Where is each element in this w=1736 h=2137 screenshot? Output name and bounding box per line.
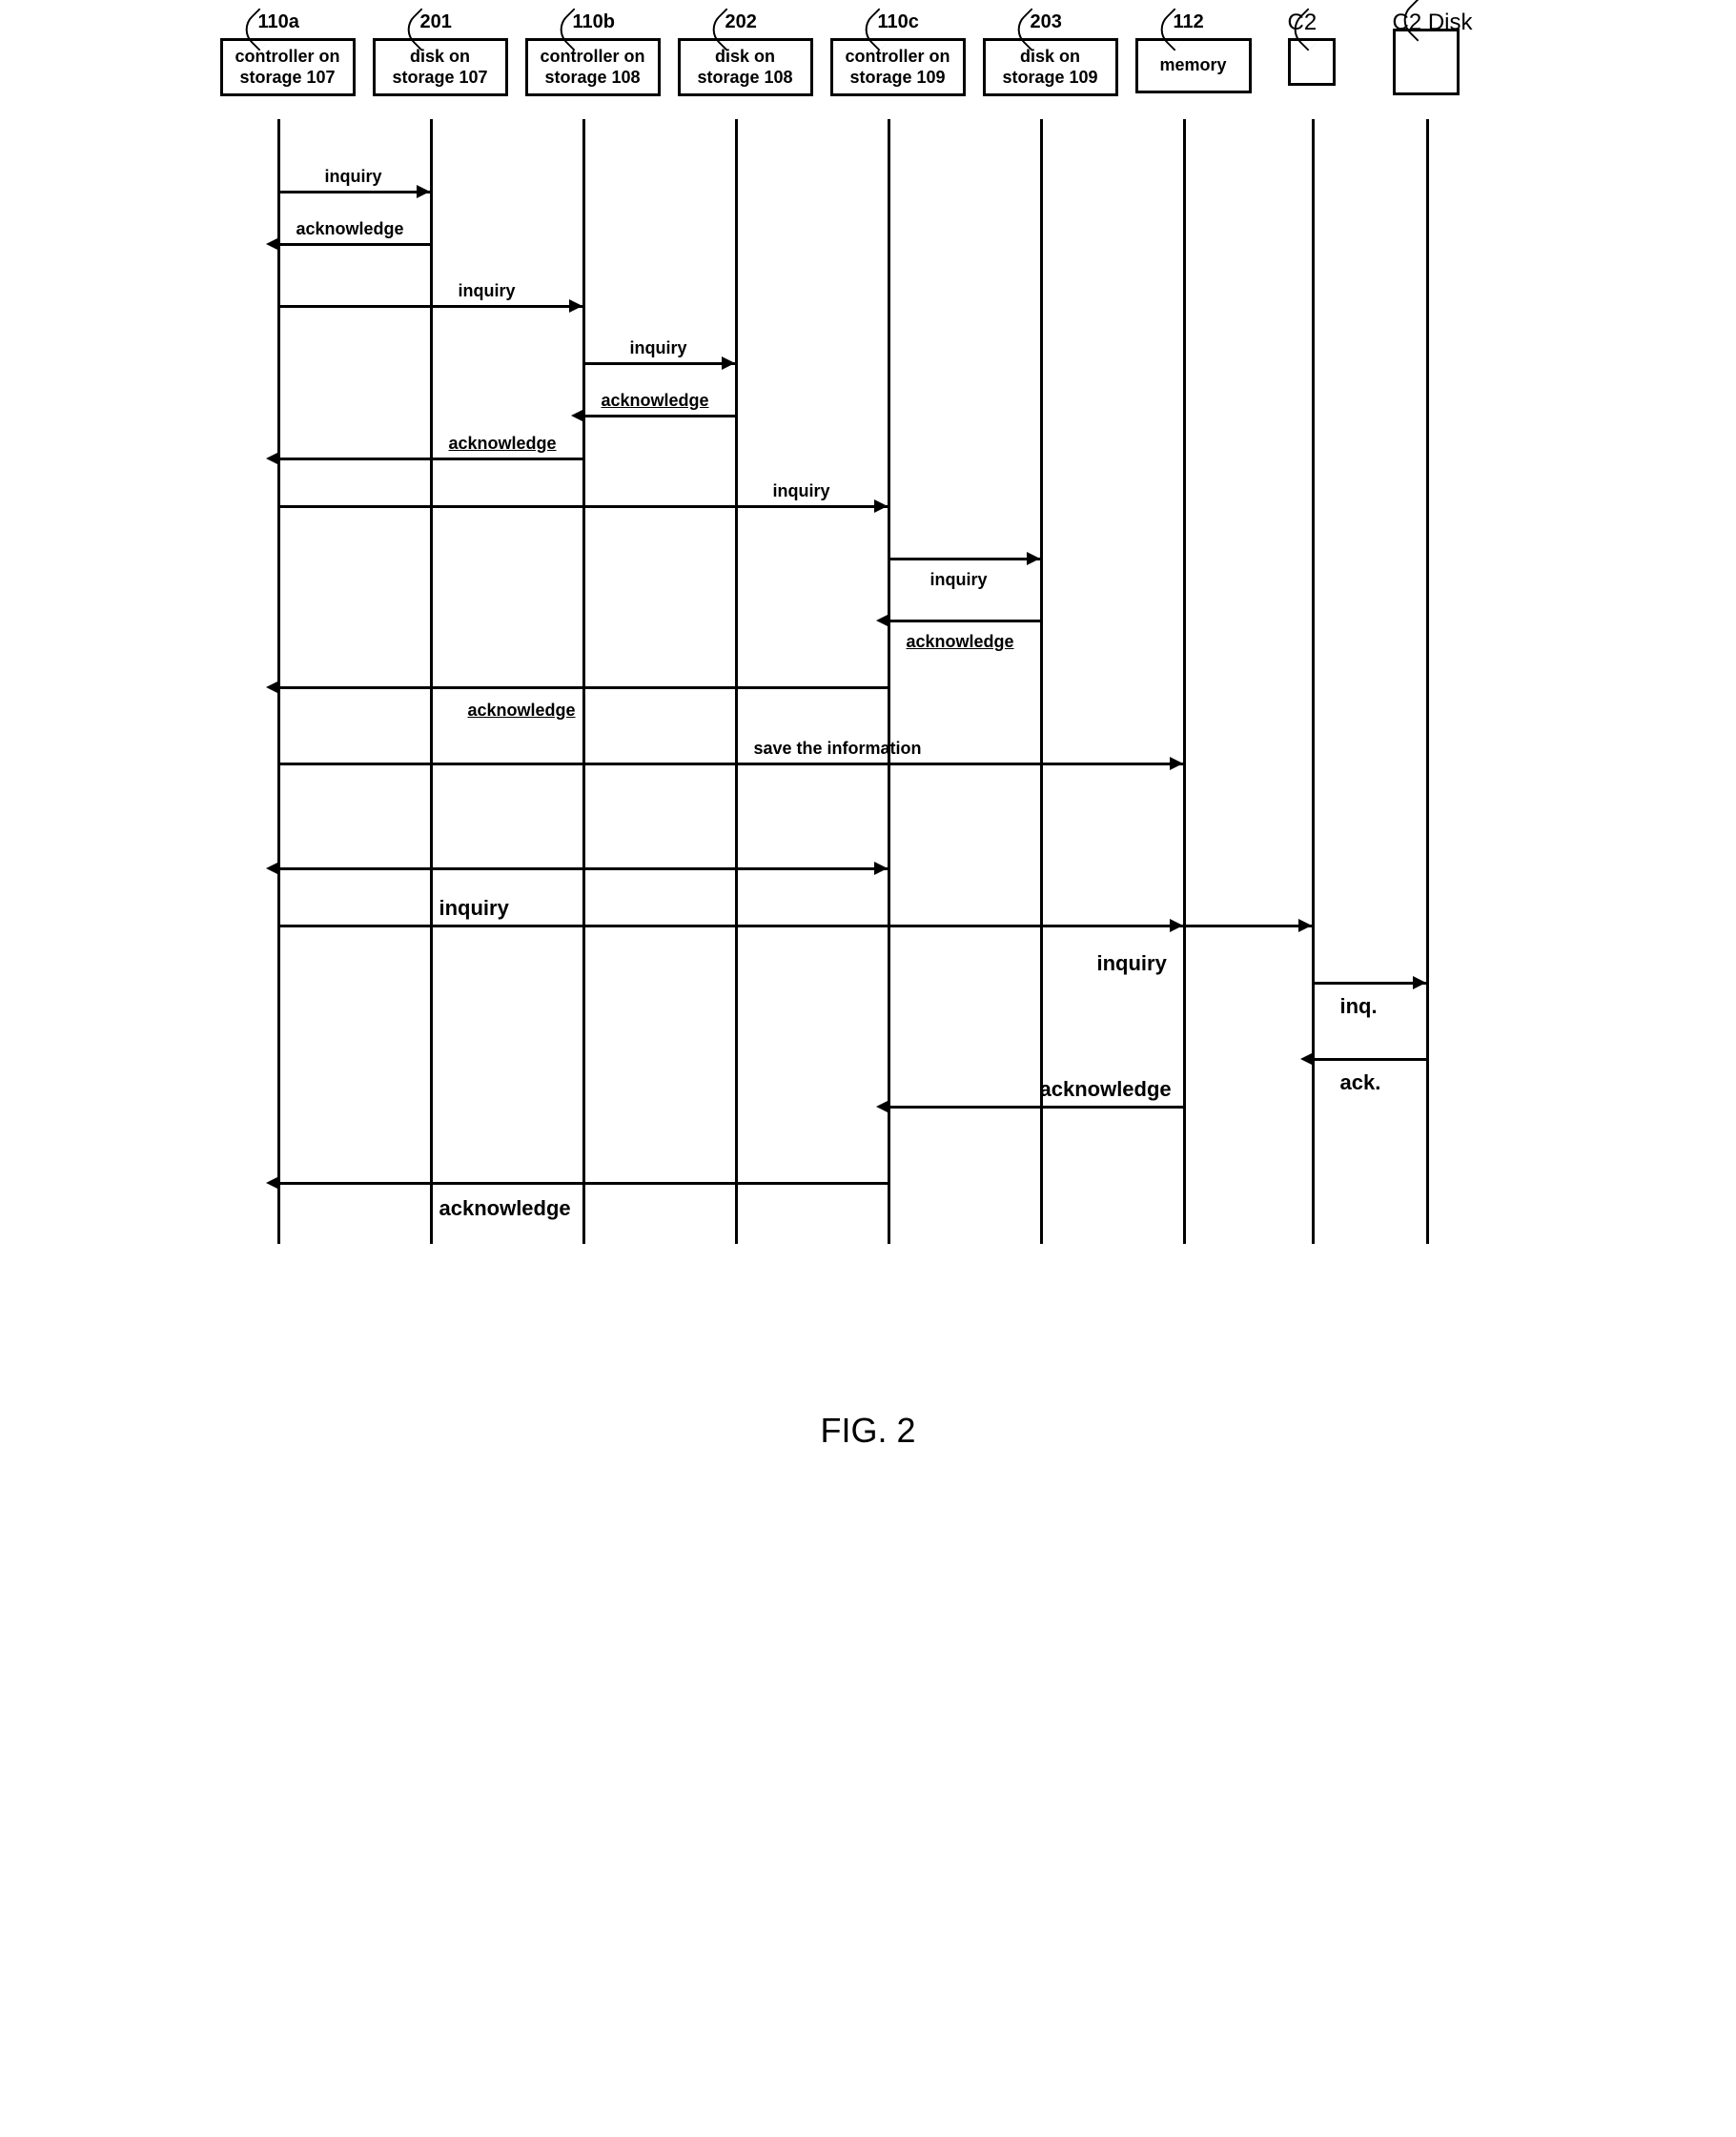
- arrow: [279, 763, 1183, 765]
- arrow-head-icon: [876, 1100, 889, 1113]
- msg-ack: ack.: [1340, 1070, 1381, 1095]
- participant-controller-109: controller on storage 109: [830, 38, 966, 96]
- msg-acknowledge: acknowledge: [907, 632, 1014, 652]
- arrow: [279, 458, 582, 460]
- arrow: [279, 867, 888, 870]
- arrow-head-icon: [1027, 552, 1040, 565]
- arrow-head-icon: [722, 356, 735, 370]
- arrow: [889, 1106, 1183, 1109]
- msg-acknowledge: acknowledge: [449, 434, 557, 454]
- lifeline: [1312, 119, 1315, 1244]
- arrow: [584, 362, 735, 365]
- arrow: [1314, 1058, 1426, 1061]
- participant-label: storage 107: [239, 68, 335, 87]
- arrow: [1185, 925, 1312, 927]
- arrow-head-icon: [1413, 976, 1426, 989]
- arrow: [889, 620, 1040, 622]
- lifeline: [735, 119, 738, 1244]
- arrow: [1314, 982, 1426, 985]
- msg-inquiry: inquiry: [630, 338, 687, 358]
- msg-inq: inq.: [1340, 994, 1378, 1019]
- lifeline: [582, 119, 585, 1244]
- arrow-head-icon: [874, 499, 888, 513]
- lifeline: [888, 119, 890, 1244]
- arrow: [889, 558, 1040, 560]
- msg-save-info: save the information: [754, 739, 922, 759]
- participant-label: storage 109: [1002, 68, 1097, 87]
- arrow: [279, 243, 430, 246]
- msg-inquiry: inquiry: [439, 896, 509, 921]
- arrow-head-icon: [266, 681, 279, 694]
- arrow-head-icon: [266, 237, 279, 251]
- participant-label: storage 109: [849, 68, 945, 87]
- sequence-diagram: C2 C2 Disk controller on storage 107 110…: [201, 38, 1536, 1373]
- arrow-head-icon: [266, 862, 279, 875]
- arrow-head-icon: [1170, 757, 1183, 770]
- arrow: [279, 191, 430, 193]
- msg-acknowledge: acknowledge: [439, 1196, 571, 1221]
- participant-disk-107: disk on storage 107: [373, 38, 508, 96]
- arrow-head-icon: [266, 1176, 279, 1190]
- arrow: [279, 686, 888, 689]
- lifeline: [1426, 119, 1429, 1244]
- arrow-head-icon: [1298, 919, 1312, 932]
- participant-label: controller on: [845, 47, 950, 66]
- arrow-head-icon: [1300, 1052, 1314, 1066]
- arrow-head-icon: [571, 409, 584, 422]
- arrow: [279, 505, 888, 508]
- arrow: [279, 925, 1183, 927]
- arrow-head-icon: [569, 299, 582, 313]
- arrow: [584, 415, 735, 417]
- participant-disk-109: disk on storage 109: [983, 38, 1118, 96]
- arrow: [279, 1182, 888, 1185]
- arrow-head-icon: [1170, 919, 1183, 932]
- participant-c2disk: [1393, 29, 1460, 95]
- lifeline: [430, 119, 433, 1244]
- participant-label: storage 108: [697, 68, 792, 87]
- msg-acknowledge: acknowledge: [296, 219, 404, 239]
- participant-label: storage 107: [392, 68, 487, 87]
- arrow-head-icon: [266, 452, 279, 465]
- arrow-head-icon: [874, 862, 888, 875]
- msg-inquiry: inquiry: [930, 570, 988, 590]
- figure-caption: FIG. 2: [38, 1411, 1698, 1451]
- participant-controller-107: controller on storage 107: [220, 38, 356, 96]
- msg-acknowledge: acknowledge: [468, 701, 576, 721]
- arrow-head-icon: [417, 185, 430, 198]
- participant-disk-108: disk on storage 108: [678, 38, 813, 96]
- msg-inquiry: inquiry: [459, 281, 516, 301]
- participant-controller-108: controller on storage 108: [525, 38, 661, 96]
- lifeline: [1040, 119, 1043, 1244]
- arrow-head-icon: [876, 614, 889, 627]
- arrow: [279, 305, 582, 308]
- msg-acknowledge: acknowledge: [602, 391, 709, 411]
- msg-inquiry: inquiry: [1097, 951, 1167, 976]
- msg-inquiry: inquiry: [325, 167, 382, 187]
- participant-memory: memory: [1135, 38, 1252, 93]
- msg-acknowledge: acknowledge: [1040, 1077, 1172, 1102]
- lifeline: [1183, 119, 1186, 1244]
- msg-inquiry: inquiry: [773, 481, 830, 501]
- participant-label: storage 108: [544, 68, 640, 87]
- participant-label: controller on: [540, 47, 644, 66]
- participant-label: memory: [1159, 55, 1226, 74]
- participant-label: controller on: [235, 47, 339, 66]
